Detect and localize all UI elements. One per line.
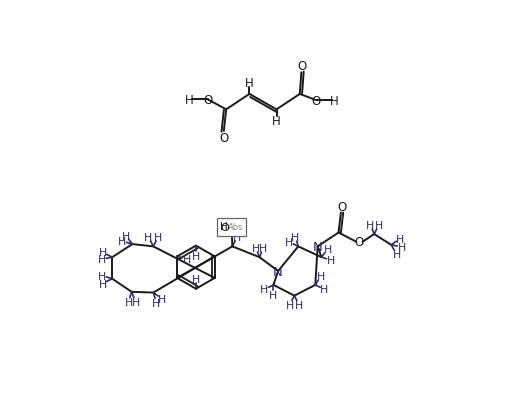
Text: H: H xyxy=(398,242,406,252)
Text: O: O xyxy=(337,200,346,213)
Text: H: H xyxy=(291,232,299,242)
Text: H: H xyxy=(98,248,107,258)
FancyBboxPatch shape xyxy=(217,219,246,237)
Text: H: H xyxy=(144,232,153,242)
Text: H: H xyxy=(185,94,194,107)
Text: H: H xyxy=(392,249,401,260)
Text: H: H xyxy=(375,221,383,230)
Text: H: H xyxy=(192,274,200,284)
Text: H: H xyxy=(124,297,133,307)
Text: H: H xyxy=(317,272,325,282)
Text: H: H xyxy=(153,298,160,308)
Text: H: H xyxy=(295,300,303,310)
Text: H: H xyxy=(233,232,241,242)
Text: H: H xyxy=(154,232,163,242)
Text: N: N xyxy=(273,265,283,278)
Text: H: H xyxy=(122,231,130,241)
Text: H: H xyxy=(98,279,107,289)
Text: H: H xyxy=(118,237,126,246)
Text: O: O xyxy=(219,132,228,145)
Text: H: H xyxy=(98,271,106,281)
Text: H: H xyxy=(272,115,281,128)
Text: H: H xyxy=(183,255,191,264)
Text: H: H xyxy=(320,285,328,294)
Text: H: H xyxy=(260,285,269,294)
Text: H: H xyxy=(286,300,294,310)
Text: N: N xyxy=(313,240,322,253)
Text: H: H xyxy=(366,220,375,230)
Text: H: H xyxy=(323,245,332,254)
Text: H: H xyxy=(259,243,267,253)
Text: H: H xyxy=(158,294,166,304)
Text: O: O xyxy=(355,236,364,249)
Text: H: H xyxy=(285,237,294,247)
Text: H: H xyxy=(269,290,278,300)
Text: H: H xyxy=(330,94,339,107)
Text: O: O xyxy=(220,223,229,232)
Text: H: H xyxy=(245,77,254,90)
Text: H: H xyxy=(251,243,260,253)
Text: O: O xyxy=(298,60,307,73)
Text: Abs: Abs xyxy=(228,222,243,231)
Text: H: H xyxy=(327,256,335,266)
Text: H: H xyxy=(220,222,228,232)
Text: O: O xyxy=(311,94,321,107)
Text: H: H xyxy=(132,297,140,307)
Text: O: O xyxy=(203,94,212,107)
Text: H: H xyxy=(192,251,200,261)
Text: H: H xyxy=(97,255,106,264)
Text: H: H xyxy=(396,234,404,244)
